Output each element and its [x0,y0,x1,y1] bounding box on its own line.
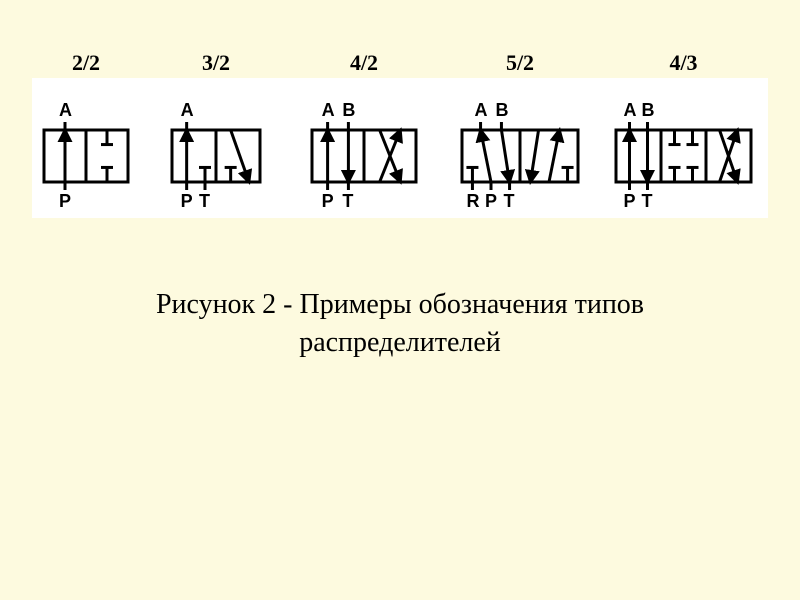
port-label-A: A [322,101,335,119]
valve-symbol [612,119,755,193]
port-label-B: B [342,101,355,119]
valve-type-label: 4/3 [616,50,751,76]
port-label-R: R [466,192,479,210]
valve-symbol [458,119,582,193]
valve-type-label: 3/2 [172,50,260,76]
valve-symbol [40,119,132,193]
port-label-A: A [181,101,194,119]
valve-symbol [308,119,420,193]
valve-v32: 3/2APT [172,78,260,218]
valve-v52: 5/2ABRPT [462,78,578,218]
valve-type-label: 2/2 [44,50,128,76]
diagram-strip: 2/2AP3/2APT4/2ABPT5/2ABRPT4/3ABPT [32,78,768,218]
port-label-P: P [624,192,636,210]
port-label-T: T [199,192,210,210]
valve-type-label: 5/2 [462,50,578,76]
page: 2/2AP3/2APT4/2ABPT5/2ABRPT4/3ABPT Рисуно… [0,0,800,600]
port-label-P: P [181,192,193,210]
valve-v43: 4/3ABPT [616,78,751,218]
port-label-P: P [485,192,497,210]
port-label-T: T [504,192,515,210]
port-label-P: P [59,192,71,210]
valve-symbol [168,119,264,193]
caption-line-2: распределителей [299,327,501,358]
port-label-T: T [342,192,353,210]
port-label-A: A [624,101,637,119]
port-label-A: A [475,101,488,119]
port-label-P: P [322,192,334,210]
valve-type-label: 4/2 [312,50,416,76]
figure-caption: Рисунок 2 - Примеры обозначения типов ра… [0,286,800,362]
port-label-A: A [59,101,72,119]
caption-line-1: Рисунок 2 - Примеры обозначения типов [156,289,644,320]
valve-v42: 4/2ABPT [312,78,416,218]
port-label-B: B [495,101,508,119]
port-label-B: B [642,101,655,119]
port-label-T: T [642,192,653,210]
valve-v22: 2/2AP [44,78,128,218]
